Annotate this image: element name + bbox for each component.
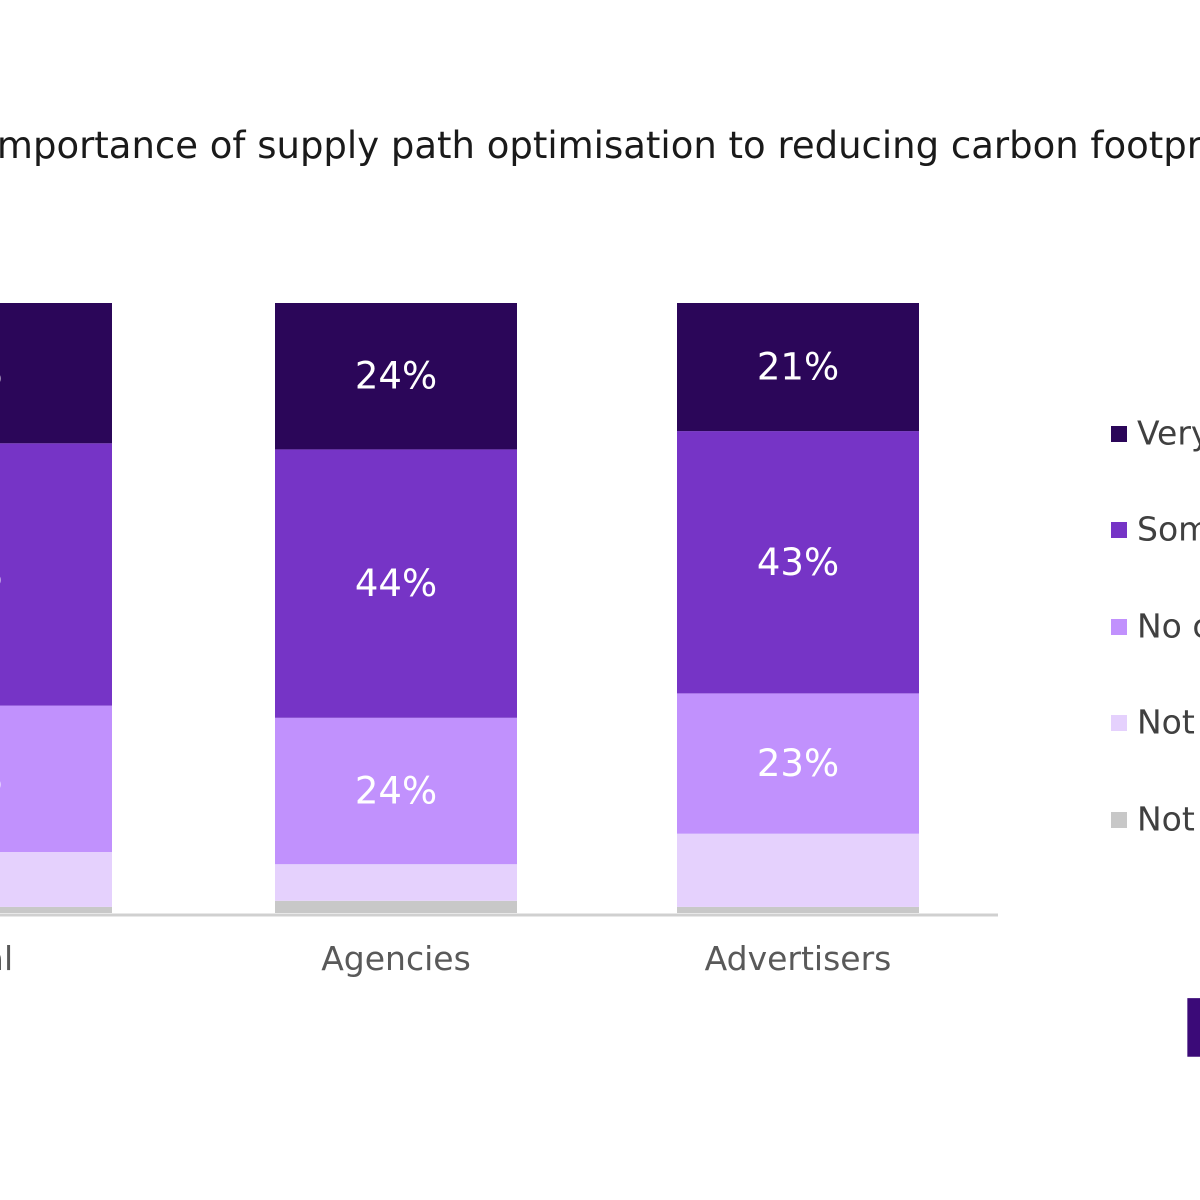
category-label: Advertisers bbox=[705, 939, 892, 978]
legend-label: Very bbox=[1137, 414, 1200, 453]
legend-label: No c bbox=[1137, 607, 1200, 646]
data-label: % bbox=[0, 757, 3, 800]
category-label: tal bbox=[0, 939, 13, 978]
bar-segment bbox=[275, 449, 517, 718]
legend-label: Not bbox=[1137, 703, 1195, 742]
bar-segment bbox=[0, 443, 112, 706]
bar-segment bbox=[677, 431, 919, 694]
data-label: % bbox=[0, 352, 3, 395]
legend-swatch bbox=[1111, 715, 1127, 731]
bar-segment bbox=[677, 833, 919, 907]
brand-logo: F bbox=[1180, 983, 1200, 1076]
bar-segment bbox=[677, 693, 919, 834]
legend-swatch bbox=[1111, 619, 1127, 635]
legend-label: Not bbox=[1137, 800, 1195, 839]
legend-label: Som bbox=[1137, 510, 1200, 549]
data-label: 23% bbox=[757, 742, 839, 785]
bar-segment bbox=[677, 303, 919, 432]
category-label: Agencies bbox=[321, 939, 471, 978]
legend-swatch bbox=[1111, 522, 1127, 538]
bar-segment bbox=[0, 906, 112, 913]
legend: Very Som No c Not Not bbox=[1111, 414, 1200, 839]
data-label: 21% bbox=[757, 346, 839, 389]
bar-segment bbox=[275, 864, 517, 901]
data-label: 43% bbox=[757, 541, 839, 584]
data-label: 24% bbox=[355, 770, 437, 813]
legend-swatch bbox=[1111, 812, 1127, 828]
bar-segment bbox=[0, 852, 112, 907]
legend-swatch bbox=[1111, 426, 1127, 442]
bar-segment bbox=[0, 705, 112, 852]
bar-segment bbox=[275, 303, 517, 450]
bar-segment bbox=[275, 900, 517, 913]
bars-group: %%% 24% 44% 24% 23% 43% 21% bbox=[0, 303, 919, 913]
data-label: 44% bbox=[355, 562, 437, 605]
data-label: 24% bbox=[355, 355, 437, 398]
bar-segment bbox=[0, 303, 112, 444]
category-labels: tal Agencies Advertisers bbox=[0, 939, 891, 978]
data-label: % bbox=[0, 553, 3, 596]
bar-segment bbox=[275, 717, 517, 865]
bar-segment bbox=[677, 906, 919, 913]
chart-title: Importance of supply path optimisation t… bbox=[0, 124, 1200, 167]
